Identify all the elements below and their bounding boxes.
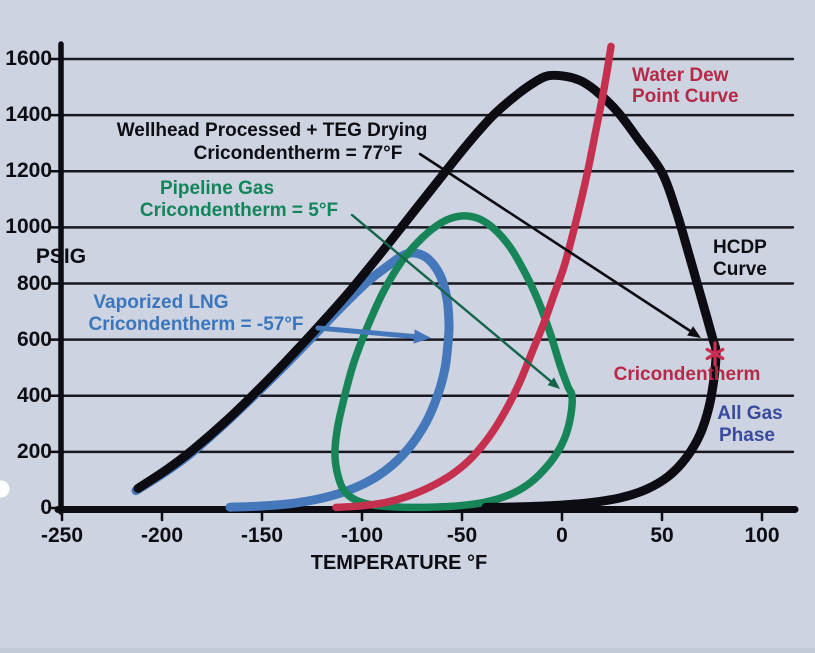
arrow-to-pipeline-cricondentherm-head: [547, 377, 560, 389]
grid-layer: [48, 57, 795, 522]
curve-hcdp: [133, 70, 721, 512]
curve-pipeline-gas: [331, 212, 576, 512]
arrow-to-pipeline-cricondentherm-line: [350, 213, 552, 383]
arrows-layer: [315, 152, 701, 389]
bottom-strip: [0, 648, 815, 653]
arrow-to-hcdp-cricondentherm-line: [418, 152, 692, 333]
arrow-to-hcdp-cricondentherm-head: [687, 326, 701, 338]
cricondentherm-marker: [705, 341, 725, 367]
curve-vaporized-lng: [131, 248, 454, 512]
curves-layer: [131, 42, 721, 512]
arrow-to-lng-cricondentherm-line: [315, 325, 417, 340]
cricondentherm-marker-ray: [705, 347, 725, 361]
edge-artifact: [0, 480, 10, 498]
curve-water-dew: [332, 42, 615, 512]
arrow-to-lng-cricondentherm-head: [413, 329, 431, 344]
